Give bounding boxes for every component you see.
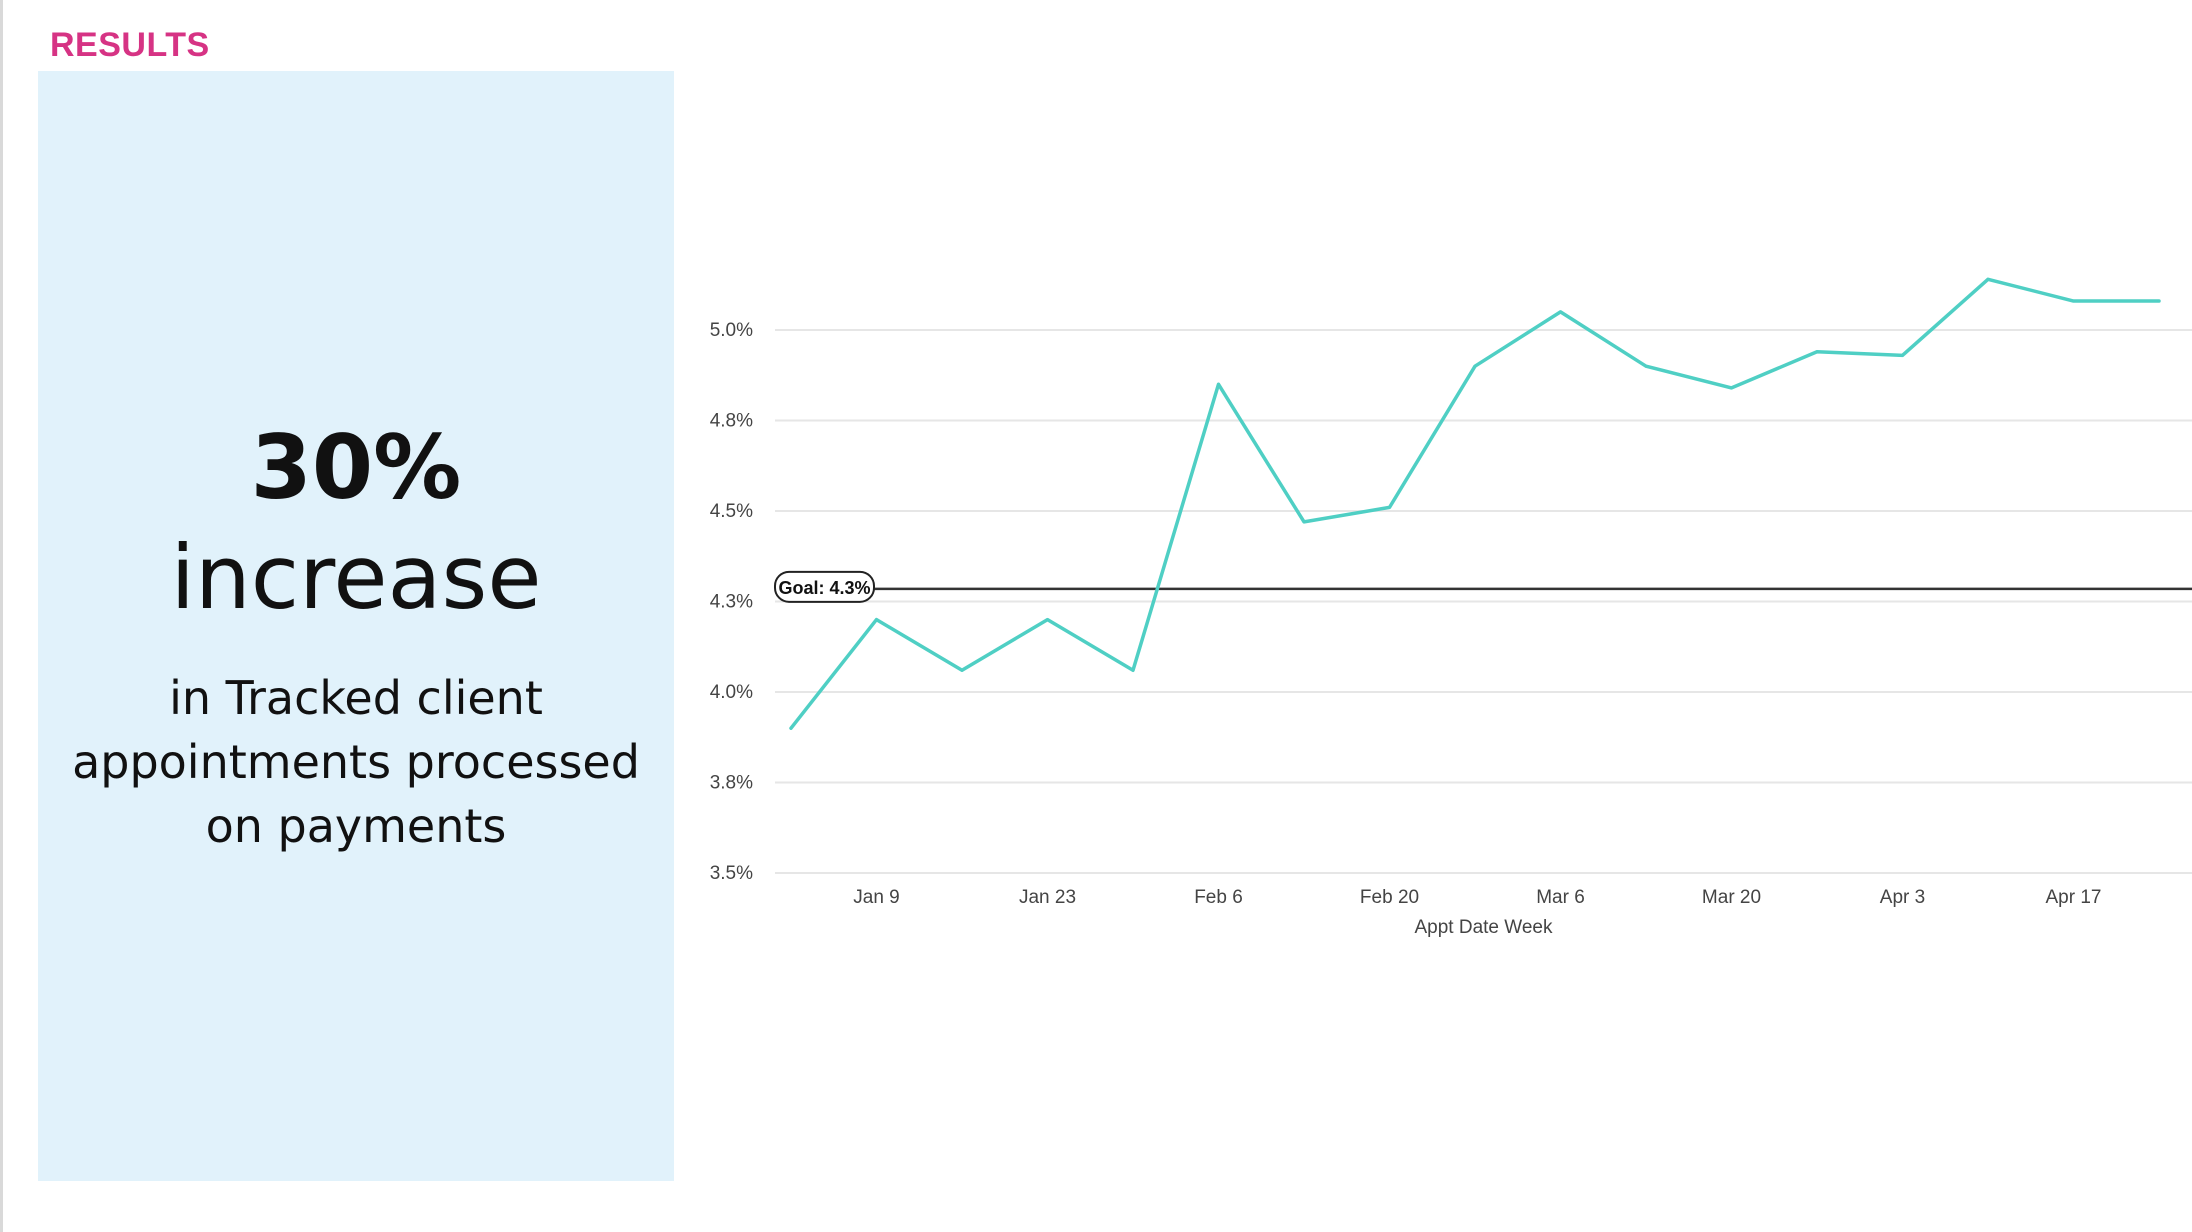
data-point [1644,364,1648,368]
x-axis-title: Appt Date Week [1414,917,1553,938]
data-point [1815,350,1819,354]
left-border [0,0,3,1232]
data-point [1901,353,1904,357]
stat-description-line: in Tracked client [169,671,543,725]
y-tick-label: 4.5% [710,501,753,522]
data-point [960,668,964,672]
line-chart: 3.5% 3.8% 4.0% 4.3% 4.5% 4.8% 5.0% Jan 9 Jan 23 F… [710,277,2192,938]
section-label: RESULTS [50,26,210,64]
data-point [1559,310,1562,314]
data-point [1131,668,1135,672]
data-point [789,726,793,730]
y-tick-label: 3.8% [710,773,753,794]
data-point [1986,277,1990,281]
x-tick-label: Jan 9 [853,887,899,908]
x-tick-label: Apr 17 [2046,887,2102,908]
data-point [1730,386,1733,390]
stat-word: increase [170,526,542,629]
x-tick-label: Apr 3 [1880,887,1925,908]
data-point [875,618,878,622]
x-tick-label: Mar 20 [1702,887,1761,908]
data-point [2157,299,2161,303]
goal-label-box [774,570,875,603]
series-line [789,277,2161,730]
x-tick-label: Mar 6 [1536,887,1585,908]
stat-description: in Tracked client appointments processed… [38,666,674,858]
highlight-panel: 30% increase in Tracked client appointme… [38,71,674,1181]
goal-label: Goal: 4.3% [778,578,870,598]
stat-description-line: on payments [205,799,507,853]
data-point [1388,505,1391,509]
stat-value: 30% [250,416,462,519]
y-tick-label: 4.3% [710,592,753,613]
data-point [1046,618,1049,622]
x-tick-label: Feb 20 [1360,887,1419,908]
y-tick-label: 3.5% [710,863,753,884]
x-tick-label: Feb 6 [1194,887,1243,908]
y-tick-label: 4.8% [710,411,753,432]
stat-description-line: appointments processed [72,735,640,789]
data-point [1217,382,1220,386]
data-point [1473,364,1477,368]
data-point [1302,520,1306,524]
x-tick-label: Jan 23 [1019,887,1076,908]
y-tick-label: 4.0% [710,682,753,703]
data-point [2072,299,2075,303]
y-tick-label: 5.0% [710,320,753,341]
